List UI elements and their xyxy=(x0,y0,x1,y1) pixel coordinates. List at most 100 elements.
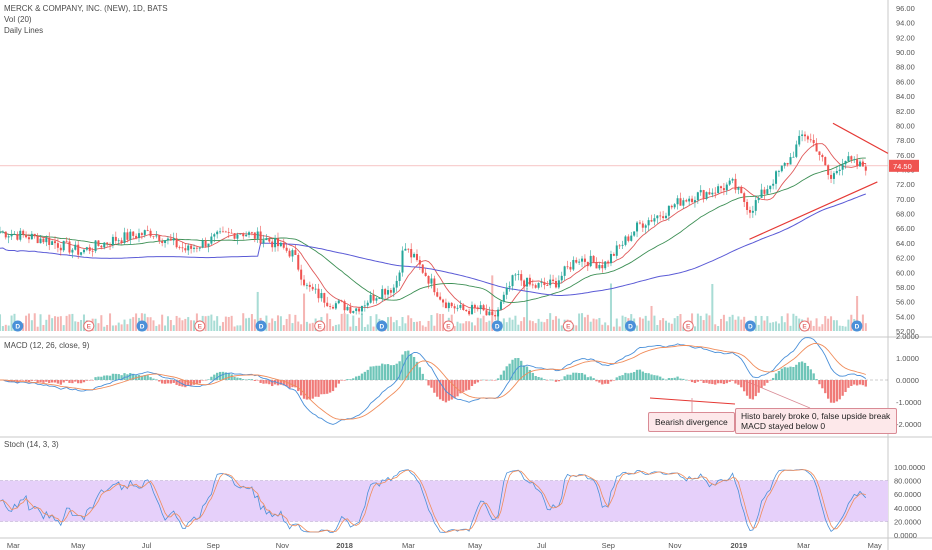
candle-body xyxy=(268,238,271,242)
marker-label: E xyxy=(446,324,451,331)
stoch-tick-label: 0.0000 xyxy=(894,531,917,540)
macd-histogram-bar xyxy=(777,371,781,380)
macd-histogram-bar xyxy=(326,380,329,394)
candle-body xyxy=(56,243,59,248)
candle-body xyxy=(430,278,433,284)
volume-bar xyxy=(815,318,818,331)
volume-bar xyxy=(68,314,71,331)
macd-histogram-bar xyxy=(213,374,216,380)
candle-body xyxy=(627,236,630,241)
volume-bar xyxy=(841,325,844,331)
candle-body xyxy=(824,157,827,166)
candle-body xyxy=(795,144,798,157)
candle-body xyxy=(195,247,198,249)
macd-histogram-bar xyxy=(94,377,97,380)
marker-label: D xyxy=(748,324,753,331)
candle-body xyxy=(442,299,445,303)
macd-histogram-bar xyxy=(311,380,314,399)
candle-body xyxy=(346,306,349,311)
volume-bar xyxy=(372,326,375,331)
candle-body xyxy=(696,192,699,201)
macd-histogram-bar xyxy=(806,366,810,380)
ma-slow-line xyxy=(0,193,866,296)
volume-bar xyxy=(149,317,152,331)
candle-body xyxy=(384,289,387,295)
macd-histogram-bar xyxy=(398,361,401,380)
stoch-tick-label: 40.0000 xyxy=(894,504,921,513)
volume-bar xyxy=(812,325,815,331)
volume-bar xyxy=(395,320,398,331)
candle-body xyxy=(392,287,395,293)
candle-body xyxy=(476,307,479,310)
candle-body xyxy=(331,306,335,309)
ma-fast-line xyxy=(0,143,866,312)
macd-histogram-bar xyxy=(169,380,172,384)
macd-histogram-bar xyxy=(19,380,22,381)
volume-bar xyxy=(276,315,279,331)
macd-histogram-bar xyxy=(656,375,659,380)
volume-bar xyxy=(256,291,259,331)
candle-body xyxy=(421,264,424,273)
volume-bar xyxy=(554,316,557,331)
candle-body xyxy=(688,198,691,202)
volume-bar xyxy=(224,316,227,331)
macd-histogram-bar xyxy=(360,373,364,380)
candle-body xyxy=(528,277,531,285)
earnings-marker xyxy=(314,320,326,332)
volume-bar xyxy=(659,320,662,331)
macd-histogram-bar xyxy=(163,380,167,384)
candle-body xyxy=(656,215,659,219)
macd-histogram-bar xyxy=(667,378,671,380)
macd-histogram-bar xyxy=(491,380,494,381)
macd-histogram-bar xyxy=(268,380,271,385)
volume-bar xyxy=(740,319,743,331)
earnings-marker xyxy=(442,320,454,332)
candle-body xyxy=(418,260,421,265)
candle-body xyxy=(109,244,112,246)
volume-bar xyxy=(236,325,239,331)
candle-body xyxy=(659,215,662,217)
volume-bar xyxy=(708,315,711,331)
macd-histogram-bar xyxy=(407,350,410,380)
macd-histogram-bar xyxy=(334,380,338,388)
candle-body xyxy=(641,223,644,228)
candle-body xyxy=(540,282,543,284)
volume-bar xyxy=(786,313,789,331)
volume-bar xyxy=(777,323,780,331)
macd-tick-label: 0.0000 xyxy=(896,376,919,385)
macd-histogram-bar xyxy=(79,380,83,384)
macd-histogram-bar xyxy=(829,380,833,403)
volume-bar xyxy=(722,314,725,331)
macd-histogram-bar xyxy=(798,362,801,380)
candle-body xyxy=(525,277,529,287)
macd-histogram-bar xyxy=(123,373,126,380)
candle-body xyxy=(140,233,143,235)
macd-histogram-bar xyxy=(244,379,248,381)
price-tick-label: 96.00 xyxy=(896,4,915,13)
marker-label: D xyxy=(15,324,20,331)
macd-histogram-bar xyxy=(378,365,381,380)
volume-bar xyxy=(650,305,653,331)
candle-body xyxy=(381,289,384,299)
macd-histogram-bar xyxy=(120,375,123,380)
macd-histogram-bar xyxy=(661,378,665,380)
macd-histogram-bar xyxy=(201,380,204,381)
macd-histogram-bar xyxy=(39,380,42,383)
candle-body xyxy=(830,174,833,179)
volume-bar xyxy=(352,315,355,331)
volume-bar xyxy=(549,313,552,331)
macd-histogram-bar xyxy=(551,379,555,381)
candle-body xyxy=(424,272,427,276)
macd-histogram-bar xyxy=(438,380,442,400)
candle-body xyxy=(517,274,520,275)
volume-bar xyxy=(106,324,109,331)
volume-bar xyxy=(656,324,659,331)
macd-histogram-bar xyxy=(65,380,68,381)
volume-bar xyxy=(830,316,833,331)
volume-bar xyxy=(456,321,459,331)
candle-body xyxy=(772,183,775,186)
candle-body xyxy=(850,156,853,160)
volume-bar xyxy=(636,325,639,331)
volume-bar xyxy=(349,326,352,331)
